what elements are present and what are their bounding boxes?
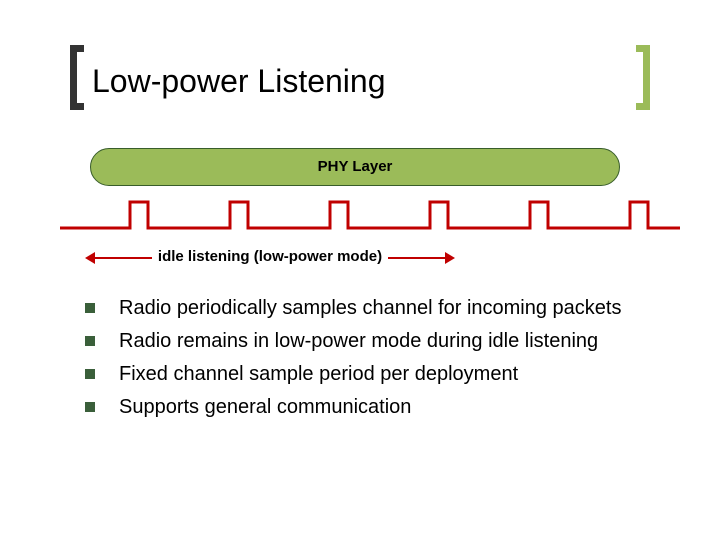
bullet-marker-icon — [85, 336, 95, 346]
list-item: Supports general communication — [85, 394, 645, 421]
bracket-right-icon — [636, 45, 650, 110]
pulse-waveform-diagram — [60, 198, 680, 233]
bullet-marker-icon — [85, 402, 95, 412]
phy-layer-pill: PHY Layer — [90, 148, 620, 186]
list-item: Radio periodically samples channel for i… — [85, 295, 645, 322]
timeline-label-text: idle listening (low-power mode) — [152, 248, 388, 265]
list-item: Radio remains in low-power mode during i… — [85, 328, 645, 355]
timeline-arrow: idle listening (low-power mode) — [85, 248, 455, 268]
title-bar: Low-power Listening — [70, 45, 650, 110]
list-item: Fixed channel sample period per deployme… — [85, 361, 645, 388]
bullet-text: Fixed channel sample period per deployme… — [119, 361, 518, 388]
slide-title: Low-power Listening — [92, 63, 386, 100]
bullet-marker-icon — [85, 303, 95, 313]
bullet-marker-icon — [85, 369, 95, 379]
bullet-text: Radio periodically samples channel for i… — [119, 295, 621, 322]
bullet-text: Supports general communication — [119, 394, 411, 421]
bullet-list: Radio periodically samples channel for i… — [85, 295, 645, 427]
timeline-label: idle listening (low-power mode) — [85, 248, 455, 265]
bullet-text: Radio remains in low-power mode during i… — [119, 328, 598, 355]
bracket-left-icon — [70, 45, 84, 110]
